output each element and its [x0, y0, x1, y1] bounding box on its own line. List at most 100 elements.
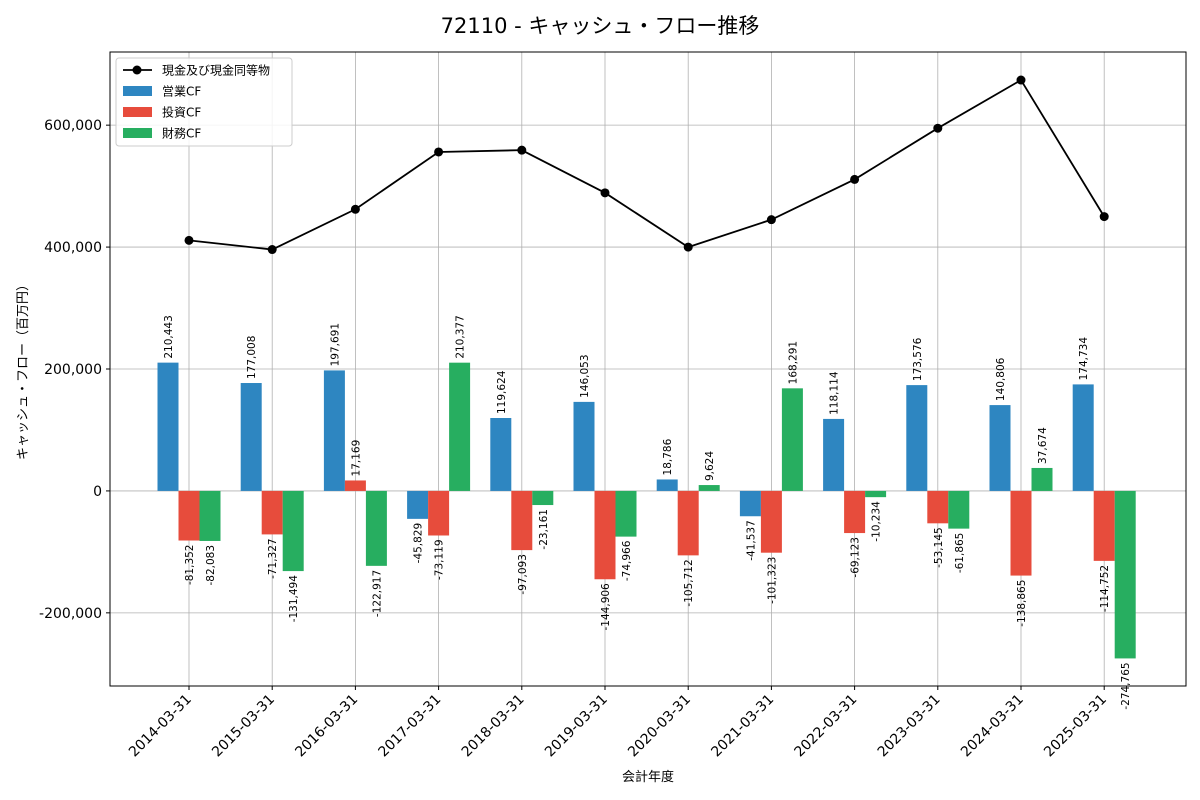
bar-value-label: -74,966: [621, 540, 633, 581]
bar-investing: [428, 490, 450, 536]
y-tick-label: 200,000: [44, 362, 102, 378]
cash-line-point: [184, 235, 194, 245]
bar-investing: [1093, 490, 1115, 561]
bar-financing: [532, 490, 554, 506]
legend-marker: [132, 65, 142, 75]
x-tick-label: 2024-03-31: [958, 692, 1027, 761]
cash-line-point: [766, 215, 776, 225]
bar-operating: [656, 479, 678, 491]
cash-line-point: [600, 188, 610, 198]
bar-investing: [261, 490, 283, 535]
bar-financing: [365, 490, 387, 566]
cash-line-point: [1099, 212, 1109, 222]
bar-operating: [1072, 384, 1094, 491]
bar-financing: [282, 490, 304, 572]
bar-value-label: -105,712: [683, 559, 695, 606]
bar-operating: [157, 362, 179, 491]
cash-line-point: [267, 245, 277, 255]
bar-value-label: -138,865: [1016, 580, 1028, 627]
bar-investing: [511, 490, 533, 551]
legend-box: [115, 57, 293, 147]
bar-value-label: 140,806: [995, 357, 1007, 401]
x-tick-label: 2016-03-31: [292, 692, 361, 761]
bar-operating: [240, 383, 262, 491]
bar-labels: 210,443 177,008 197,691 -45,829 119,624 146,0…: [163, 315, 1132, 709]
bar-value-label: -144,906: [600, 583, 612, 631]
bar-financing: [1114, 490, 1136, 659]
bar-operating: [906, 385, 928, 491]
bar-value-label: 168,291: [787, 341, 799, 384]
cash-line-point: [1016, 75, 1026, 85]
bar-operating: [739, 490, 761, 517]
bar-value-label: -53,145: [933, 527, 945, 568]
bar-investing: [594, 490, 616, 580]
x-tick-label: 2019-03-31: [542, 692, 611, 761]
bar-value-label: 177,008: [246, 336, 258, 379]
bar-investing: [844, 490, 866, 534]
bar-investing: [178, 490, 200, 541]
bar-value-label: -131,494: [288, 575, 300, 623]
bar-value-label: 17,169: [350, 440, 362, 477]
legend-label: 財務CF: [162, 126, 201, 141]
y-axis-label: キャッシュ・フロー（百万円）: [16, 278, 31, 460]
legend-swatch: [123, 107, 152, 117]
cash-line-point: [683, 242, 693, 252]
bar-financing: [948, 490, 970, 529]
bar-value-label: 118,114: [829, 371, 841, 415]
legend-label: 現金及び現金同等物: [162, 63, 270, 78]
x-axis-label: 会計年度: [622, 769, 674, 785]
cash-line: [184, 75, 1109, 255]
x-tick-label: 2023-03-31: [875, 692, 944, 761]
legend-label: 投資CF: [162, 105, 201, 120]
bar-operating: [323, 370, 345, 491]
bar-operating: [989, 405, 1011, 491]
legend-swatch: [123, 128, 152, 138]
x-tick-label: 2014-03-31: [126, 692, 195, 761]
bar-financing: [865, 490, 887, 498]
bar-value-label: 174,734: [1078, 337, 1090, 381]
x-tick-label: 2025-03-31: [1041, 692, 1110, 761]
cash-line-point: [350, 204, 360, 214]
bar-value-label: -81,352: [184, 545, 196, 586]
bar-value-label: -10,234: [871, 501, 883, 542]
bar-financing: [781, 388, 803, 491]
grid: [110, 52, 1186, 686]
bar-investing: [927, 490, 949, 524]
bar-value-label: -82,083: [205, 545, 217, 586]
bar-financing: [615, 490, 637, 537]
bar-investing: [760, 490, 782, 553]
cash-line-point: [517, 145, 527, 155]
bar-value-label: 37,674: [1037, 427, 1049, 464]
bar-value-label: 210,443: [163, 315, 175, 358]
x-tick-label: 2022-03-31: [792, 692, 861, 761]
bar-value-label: 173,576: [912, 337, 924, 381]
bar-financing: [199, 490, 221, 541]
cash-line-point: [933, 123, 943, 133]
y-tick-label: -200,000: [39, 606, 102, 622]
bar-operating: [823, 418, 845, 491]
bars: [157, 362, 1136, 659]
bar-value-label: -97,093: [517, 554, 529, 595]
bar-financing: [1031, 467, 1053, 491]
cash-line-point: [434, 147, 444, 157]
bar-value-label: -122,917: [371, 570, 383, 617]
cash-line-path: [188, 78, 1105, 251]
y-tick-label: 0: [93, 484, 102, 500]
legend-swatch: [123, 86, 152, 96]
bar-value-label: -73,119: [434, 539, 446, 580]
bar-value-label: 197,691: [329, 323, 341, 366]
y-tick-label: 600,000: [44, 118, 102, 134]
bar-operating: [490, 417, 512, 491]
x-tick-label: 2021-03-31: [708, 692, 777, 761]
bar-financing: [449, 362, 471, 491]
bar-investing: [677, 490, 699, 556]
bar-value-label: -61,865: [954, 533, 966, 574]
legend-label: 営業CF: [162, 85, 201, 99]
x-tick-label: 2020-03-31: [625, 692, 694, 761]
x-tick-label: 2017-03-31: [376, 692, 445, 761]
x-tick-label: 2018-03-31: [459, 692, 528, 761]
x-tick-label: 2015-03-31: [209, 692, 278, 761]
bar-value-label: -45,829: [413, 523, 425, 564]
